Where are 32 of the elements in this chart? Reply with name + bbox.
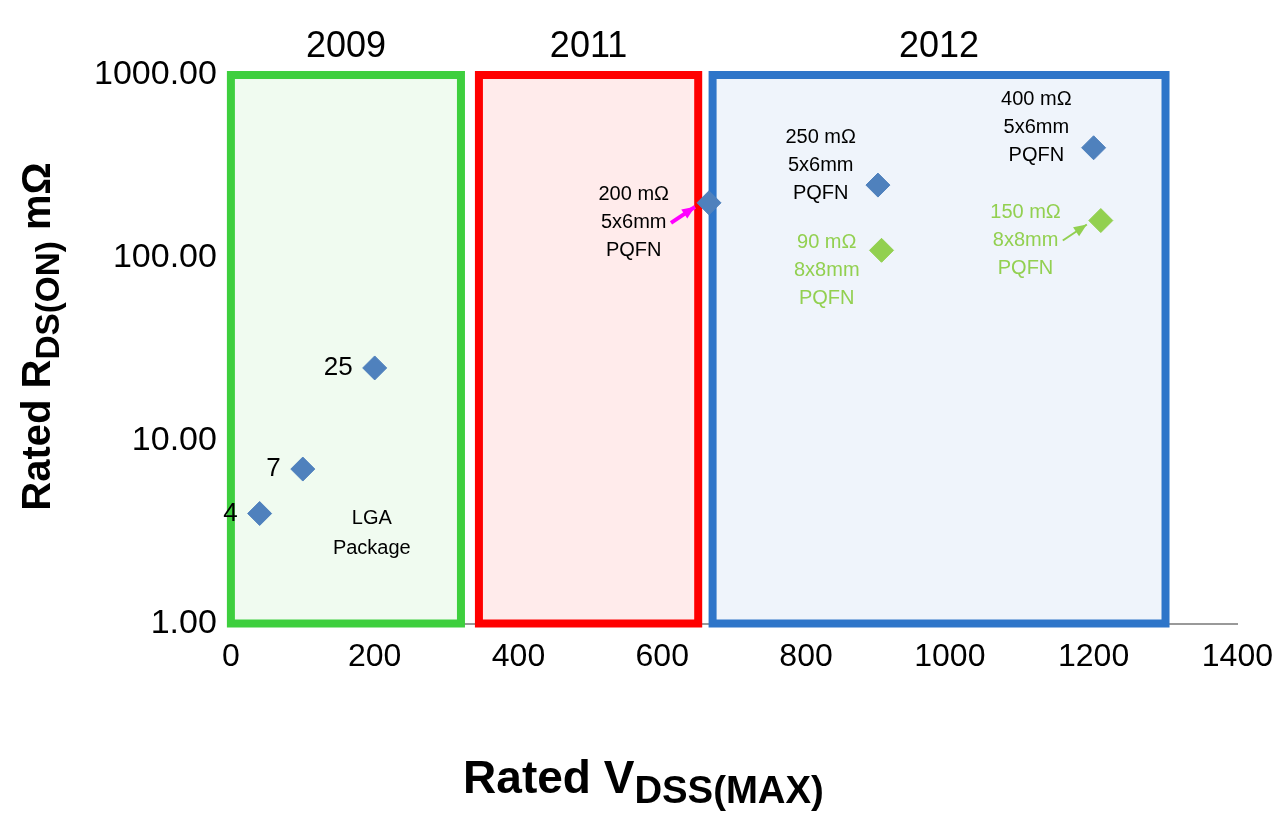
y-tick-label: 1000.00 bbox=[94, 53, 217, 92]
x-tick-label: 1200 bbox=[1058, 636, 1130, 673]
band-label: 2012 bbox=[899, 23, 980, 65]
x-tick-label: 200 bbox=[347, 636, 402, 673]
point bbox=[290, 456, 316, 482]
data-label: 400 mΩ 5x6mm PQFN bbox=[1001, 87, 1072, 166]
x-tick-label: 0 bbox=[222, 636, 240, 673]
x-tick-label: 400 bbox=[491, 636, 546, 673]
annotation: LGA Package bbox=[332, 506, 411, 559]
point bbox=[865, 172, 891, 198]
point bbox=[696, 190, 722, 216]
y-tick-label: 10.00 bbox=[131, 419, 217, 458]
x-tick-label: 1400 bbox=[1201, 636, 1273, 673]
data-label: 25 bbox=[323, 351, 353, 382]
x-tick-label: 800 bbox=[779, 636, 833, 673]
point bbox=[1081, 135, 1107, 161]
data-label: 250 mΩ 5x6mm PQFN bbox=[785, 124, 856, 203]
x-tick-label: 600 bbox=[635, 636, 689, 673]
point bbox=[869, 237, 895, 263]
point bbox=[1088, 208, 1114, 234]
data-label: 7 bbox=[266, 452, 281, 483]
x-tick-label: 1000 bbox=[914, 636, 986, 673]
band-label: 2011 bbox=[549, 23, 628, 65]
y-tick-label: 1.00 bbox=[150, 601, 217, 640]
band-label: 2009 bbox=[305, 23, 386, 65]
point bbox=[247, 501, 273, 526]
data-label: 200 mΩ 5x6mm PQFN bbox=[598, 182, 670, 261]
point bbox=[362, 355, 388, 381]
x-axis-title: Rated V$_{DSS(MAX)}$ bbox=[462, 750, 825, 813]
data-label: 90 mΩ 8x8mm PQFN bbox=[793, 229, 860, 308]
y-tick-label: 100.00 bbox=[112, 236, 217, 275]
data-label: 150 mΩ 8x8mm PQFN bbox=[990, 200, 1061, 279]
